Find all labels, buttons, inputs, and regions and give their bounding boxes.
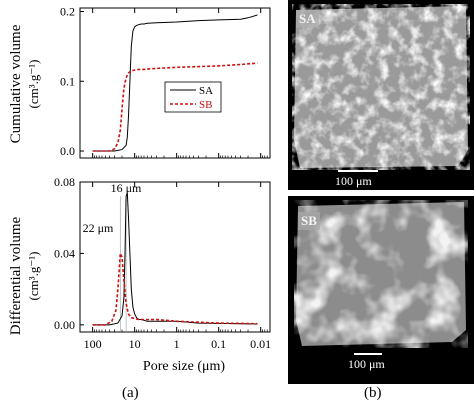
micrograph-sa-scale-text: 100 μm bbox=[335, 174, 372, 188]
top-series-sa bbox=[92, 14, 258, 152]
bottom-plot-frame bbox=[79, 181, 271, 333]
micrograph-sa-tag: SA bbox=[296, 10, 319, 28]
top-ylabel-line2: (cm³.g⁻¹) bbox=[26, 60, 41, 109]
caption-a: (a) bbox=[122, 385, 139, 401]
bot-ytick-label: 0.08 bbox=[54, 175, 75, 189]
bot-xtick-label: 1 bbox=[174, 337, 180, 351]
bot-xtick-label: 0.01 bbox=[250, 337, 271, 351]
legend: SA SB bbox=[164, 81, 222, 113]
top-ytick-label: 0.1 bbox=[60, 74, 75, 88]
micrograph-sa bbox=[288, 0, 474, 190]
differential-volume-chart: 0.00 0.04 0.08 100 10 1 0.1 0.01 16 μm 22 μm D… bbox=[8, 175, 271, 374]
bot-series-sb bbox=[92, 250, 258, 326]
bottom-ylabel-line2: (cm³.g⁻¹) bbox=[26, 252, 41, 301]
bottom-annotation-22um: 22 μm bbox=[83, 221, 114, 235]
bottom-xlabel: Pore size (μm) bbox=[143, 359, 225, 374]
micrograph-sa-texture bbox=[292, 4, 470, 170]
micrograph-sb-tag: SB bbox=[298, 212, 320, 230]
legend-label-sb: SB bbox=[199, 99, 212, 111]
micrograph-sb-scalebar bbox=[354, 353, 382, 355]
micrograph-sb bbox=[288, 196, 474, 384]
bot-xtick-label: 100 bbox=[84, 337, 102, 351]
bottom-ylabel-line1: Differential volume bbox=[8, 216, 24, 335]
legend-label-sa: SA bbox=[199, 85, 213, 97]
top-ytick-label: 0.2 bbox=[60, 4, 75, 18]
top-series-sb bbox=[92, 62, 258, 152]
top-ytick-label: 0.0 bbox=[60, 144, 75, 158]
bot-ytick-label: 0.04 bbox=[54, 246, 75, 260]
top-plot-frame bbox=[79, 7, 271, 159]
bottom-annotation-16um: 16 μm bbox=[111, 181, 142, 195]
top-ylabel-line1: Cumulative volume bbox=[8, 24, 24, 143]
micrograph-sa-scalebar bbox=[338, 170, 378, 172]
micrograph-sb-scale-text: 100 μm bbox=[348, 357, 385, 371]
caption-b: (b) bbox=[364, 385, 382, 401]
bot-xtick-label: 0.1 bbox=[211, 337, 226, 351]
legend-box bbox=[164, 81, 222, 113]
micrograph-sb-texture bbox=[294, 200, 468, 348]
cumulative-volume-chart: 0.0 0.1 0.2 Cumulative volume (cm³.g⁻¹) SA… bbox=[8, 4, 271, 159]
bot-series-sa bbox=[92, 192, 258, 326]
bot-ytick-label: 0.00 bbox=[54, 318, 75, 332]
bot-xtick-label: 10 bbox=[129, 337, 141, 351]
